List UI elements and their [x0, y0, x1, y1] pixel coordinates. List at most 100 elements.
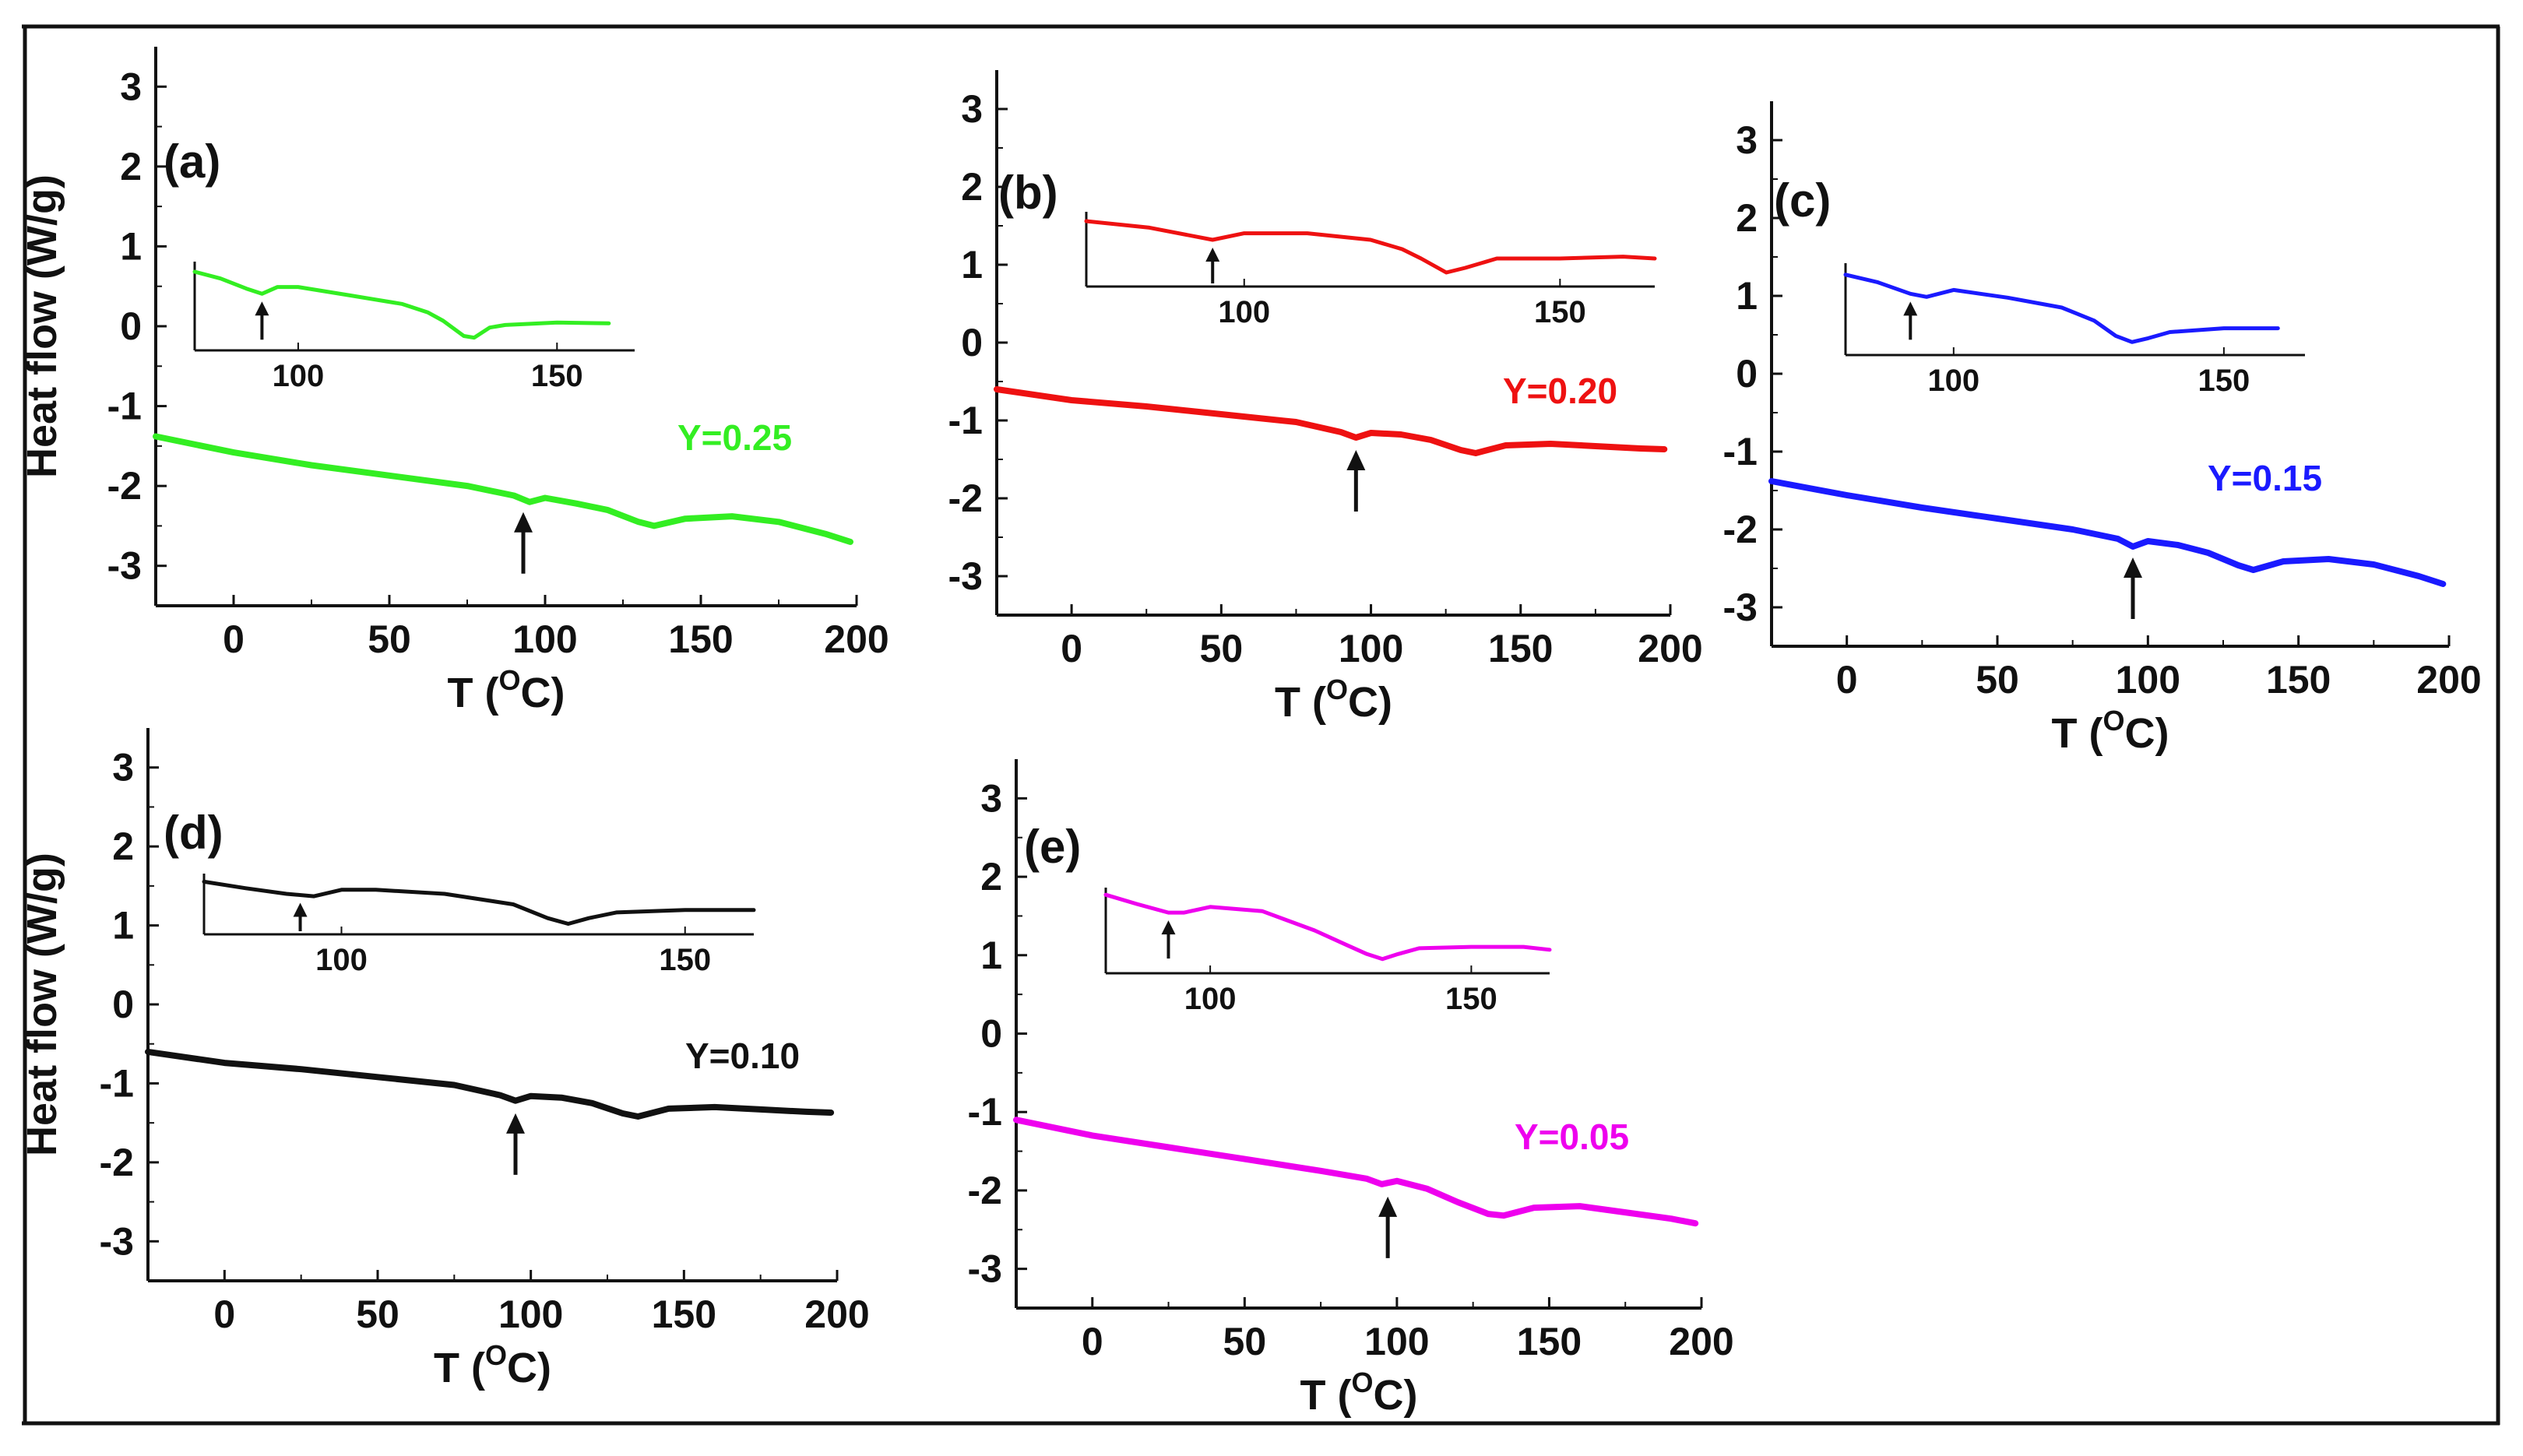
y-tick-label: 3: [961, 87, 983, 131]
y-tick-label: 1: [120, 224, 142, 268]
y-axis-label: Heat flow (W/g): [19, 853, 65, 1156]
inset-x-tick-label: 100: [315, 943, 368, 977]
x-tick-label: 150: [652, 1292, 716, 1336]
y-tick-label: -2: [107, 464, 142, 508]
x-tick-label: 0: [223, 617, 245, 661]
inset-x-tick-label: 150: [1445, 982, 1497, 1016]
y-tick-label: 2: [1736, 196, 1758, 240]
x-tick-label: 50: [1200, 627, 1244, 670]
y-tick-label: 1: [980, 934, 1002, 977]
inset-plot: 100 150: [1843, 263, 2305, 398]
inset-plot: 100 150: [192, 262, 635, 393]
y-tick-label: -1: [107, 385, 142, 428]
y-tick-label: 3: [1736, 118, 1758, 162]
inset-x-tick-label: 100: [1218, 295, 1270, 329]
inset-arrow-head: [255, 301, 269, 316]
series-label: Y=0.20: [1503, 371, 1617, 411]
inset-series-line: [202, 879, 756, 926]
panel-b: -3 -2 -1 0 1 2 3 0 50 100 150 200 T (OC) (b) Y=0.20 100…: [948, 70, 1703, 726]
y-tick-label: -1: [100, 1061, 134, 1105]
x-tick-label: 100: [1364, 1320, 1429, 1363]
y-tick-label: 3: [120, 65, 142, 108]
y-tick-label: -3: [1723, 586, 1758, 629]
inset-arrow-head: [1161, 920, 1176, 935]
x-tick-label: 100: [2116, 658, 2180, 702]
y-tick-label: 0: [1736, 352, 1758, 396]
x-tick-label: 100: [512, 617, 577, 661]
y-tick-label: -1: [1723, 430, 1758, 473]
x-tick-label: 200: [1638, 627, 1702, 670]
y-tick-label: -2: [948, 477, 983, 520]
x-tick-label: 200: [824, 617, 889, 661]
y-tick-label: -3: [107, 544, 142, 588]
panel-c: -3 -2 -1 0 1 2 3 0 50 100 150 200 T (OC) (c) Y=0.15 100…: [1723, 101, 2482, 757]
y-tick-label: 0: [112, 983, 134, 1026]
x-tick-label: 150: [1488, 627, 1553, 670]
y-tick-label: 0: [961, 321, 983, 364]
x-axis-label: T (OC): [434, 1339, 551, 1391]
inset-series-line: [1084, 219, 1657, 275]
series-label: Y=0.10: [685, 1036, 800, 1076]
series-line: [1768, 478, 2447, 587]
y-tick-label: 1: [961, 243, 983, 287]
x-tick-label: 50: [356, 1292, 399, 1336]
inset-x-tick-label: 150: [2198, 364, 2250, 398]
x-axis-label: T (OC): [1275, 673, 1392, 726]
x-tick-label: 100: [1339, 627, 1403, 670]
y-axis-label: Heat flow (W/g): [19, 174, 65, 478]
x-tick-label: 0: [1061, 627, 1082, 670]
y-tick-label: 3: [980, 776, 1002, 820]
y-tick-label: -2: [968, 1169, 1002, 1212]
x-tick-label: 150: [668, 617, 733, 661]
inset-x-tick-label: 150: [659, 943, 711, 977]
x-tick-label: 0: [1082, 1320, 1103, 1363]
y-tick-label: -3: [968, 1247, 1002, 1291]
x-axis-label: T (OC): [2052, 705, 2169, 757]
y-tick-label: 3: [112, 746, 134, 790]
panel-label: (e): [1024, 821, 1081, 873]
inset-x-tick-label: 100: [1927, 364, 1979, 398]
panel-label: (b): [998, 167, 1058, 219]
x-tick-label: 0: [213, 1292, 235, 1336]
inset-plot: 100 150: [1084, 212, 1657, 329]
y-tick-label: 0: [980, 1012, 1002, 1056]
y-tick-label: -1: [948, 399, 983, 442]
inset-arrow-head: [1205, 248, 1220, 262]
x-tick-label: 150: [1517, 1320, 1582, 1363]
arrow-head: [1378, 1196, 1398, 1217]
x-tick-label: 150: [2266, 658, 2331, 702]
inset-series-line: [192, 269, 611, 340]
y-tick-label: 2: [120, 145, 142, 188]
panel-e: -3 -2 -1 0 1 2 3 0 50 100 150 200 T (OC) (e) Y=0.05 100…: [968, 759, 1734, 1419]
x-tick-label: 50: [368, 617, 411, 661]
y-tick-label: 2: [961, 165, 983, 209]
y-tick-label: 1: [112, 904, 134, 948]
x-axis-label: T (OC): [448, 664, 565, 716]
series-label: Y=0.25: [677, 417, 792, 458]
y-tick-label: -3: [948, 554, 983, 598]
inset-x-tick-label: 100: [273, 359, 325, 393]
inset-arrow-head: [1903, 301, 1918, 316]
x-axis-label: T (OC): [1300, 1366, 1418, 1419]
arrow-head: [514, 512, 533, 533]
inset-plot: 100 150: [202, 874, 756, 977]
panel-d: -3 -2 -1 0 1 2 3 0 50 100 150 200 T (OC) Heat flow (W…: [19, 728, 870, 1391]
panel-label: (c): [1774, 174, 1831, 227]
inset-x-tick-label: 100: [1184, 982, 1237, 1016]
panel-label: (a): [164, 135, 220, 188]
arrow-head: [506, 1113, 525, 1134]
inset-x-tick-label: 150: [1534, 295, 1586, 329]
panel-a: -3 -2 -1 0 1 2 3 0 50 100 150 200 T (OC) Heat flow (W…: [19, 47, 889, 716]
y-tick-label: -2: [1723, 508, 1758, 551]
arrow-head: [2124, 557, 2142, 578]
y-tick-label: 2: [112, 825, 134, 868]
x-tick-label: 100: [498, 1292, 563, 1336]
series-label: Y=0.15: [2208, 458, 2322, 498]
inset-arrow-head: [293, 902, 308, 917]
x-tick-label: 200: [1669, 1320, 1733, 1363]
y-tick-label: -3: [100, 1219, 134, 1263]
x-tick-label: 50: [1223, 1320, 1267, 1363]
panel-label: (d): [164, 807, 223, 859]
